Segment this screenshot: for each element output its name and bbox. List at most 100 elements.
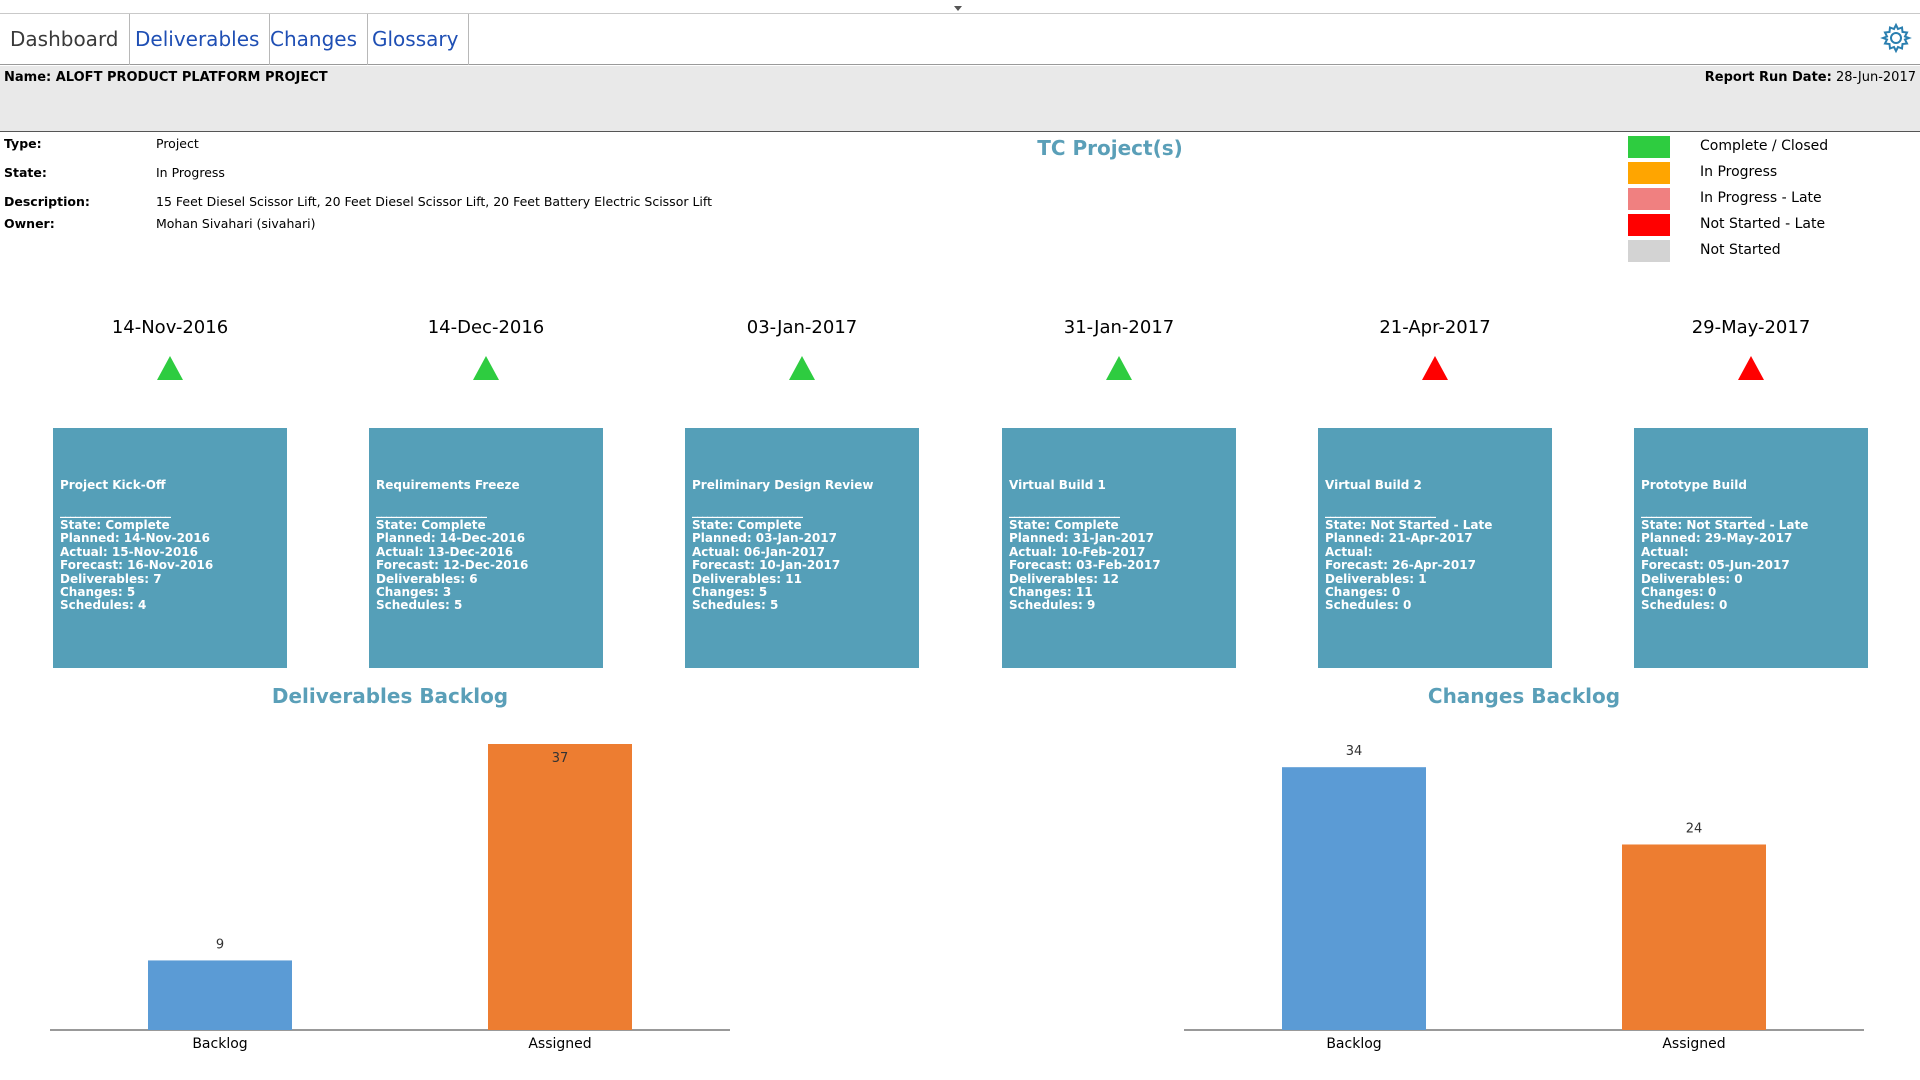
milestone-detail-line: Changes: 11: [1009, 585, 1093, 600]
legend-label: In Progress - Late: [1700, 190, 1822, 206]
type-label: Type:: [4, 136, 42, 151]
milestone-separator: ______________________: [1325, 504, 1436, 518]
on-time-triangle-icon: [1106, 356, 1132, 380]
milestone-separator: ______________________: [1009, 504, 1120, 518]
milestone-detail-line: Changes: 3: [376, 585, 452, 600]
milestone-name: Requirements Freeze: [376, 478, 520, 492]
milestone-details: State: Not Started - Late Planned: 21-Apr…: [1325, 518, 1493, 613]
tab-changes[interactable]: Changes: [260, 14, 368, 65]
milestone-detail-line: Actual:: [1325, 544, 1373, 559]
milestone-detail-line: Planned: 03-Jan-2017: [692, 531, 837, 546]
milestone-date: 14-Dec-2016: [427, 317, 545, 338]
name-label: Name:: [4, 70, 52, 85]
milestone-detail-line: Forecast: 05-Jun-2017: [1641, 558, 1790, 573]
state-value: In Progress: [156, 165, 225, 180]
milestone-detail-line: Deliverables: 11: [692, 571, 802, 586]
milestone-card[interactable]: Prototype Build ______________________ Sta…: [1634, 428, 1868, 668]
milestone-separator: ______________________: [1641, 504, 1752, 518]
x-tick-label: Backlog: [192, 1036, 247, 1052]
milestone-name: Project Kick-Off: [60, 478, 166, 492]
name-value: ALOFT PRODUCT PLATFORM PROJECT: [55, 70, 328, 85]
on-time-triangle-icon: [789, 356, 815, 380]
legend-label: Not Started: [1700, 242, 1781, 258]
description-value: 15 Feet Diesel Scissor Lift, 20 Feet Die…: [156, 194, 712, 209]
milestone-detail-line: State: Complete: [1009, 518, 1119, 532]
state-label: State:: [4, 165, 47, 180]
milestone-detail-line: Changes: 0: [1641, 585, 1717, 600]
milestone-detail-line: Deliverables: 6: [376, 571, 478, 586]
milestone-detail-line: Actual: 10-Feb-2017: [1009, 544, 1146, 559]
owner-label: Owner:: [4, 216, 55, 231]
milestone-detail-line: State: Not Started - Late: [1325, 518, 1493, 532]
milestone-detail-line: Actual:: [1641, 544, 1689, 559]
bar-value-label: 24: [1686, 821, 1703, 836]
tab-dashboard[interactable]: Dashboard: [0, 14, 130, 65]
milestone-detail-line: Changes: 0: [1325, 585, 1401, 600]
legend-label: Complete / Closed: [1700, 138, 1829, 154]
bar-value-label: 34: [1346, 744, 1363, 759]
milestone-detail-line: Schedules: 4: [60, 598, 147, 613]
milestone-detail-line: State: Not Started - Late: [1641, 518, 1809, 532]
milestone-separator: ______________________: [376, 504, 487, 518]
description-label: Description:: [4, 194, 90, 209]
milestone-name: Virtual Build 1: [1009, 478, 1106, 492]
legend-swatch: [1628, 188, 1670, 210]
milestone-detail-line: Planned: 14-Dec-2016: [376, 531, 526, 546]
milestone-card[interactable]: Virtual Build 2 ______________________ Sta…: [1318, 428, 1552, 668]
legend-swatch: [1628, 162, 1670, 184]
milestone-detail-line: Forecast: 03-Feb-2017: [1009, 558, 1161, 573]
chevron-down-icon[interactable]: [954, 6, 962, 11]
milestone-card[interactable]: Project Kick-Off ______________________ St…: [53, 428, 287, 668]
milestone-detail-line: Deliverables: 7: [60, 571, 162, 586]
bar-assigned[interactable]: [488, 744, 632, 1030]
milestone-details: State: Complete Planned: 03-Jan-2017 Actua…: [692, 518, 840, 613]
top-collapse-bar: [0, 0, 1920, 14]
tab-glossary[interactable]: Glossary: [362, 14, 470, 65]
milestone-name: Preliminary Design Review: [692, 478, 874, 492]
milestone-detail-line: Schedules: 0: [1325, 598, 1412, 613]
run-date-value: 28-Jun-2017: [1835, 70, 1916, 85]
milestone-detail-line: Deliverables: 12: [1009, 571, 1119, 586]
milestone-separator: ______________________: [60, 504, 171, 518]
milestone-name: Prototype Build: [1641, 478, 1747, 492]
bar-backlog[interactable]: [148, 960, 292, 1030]
tc-projects-title: TC Project(s): [1037, 136, 1183, 160]
milestone-name: Virtual Build 2: [1325, 478, 1422, 492]
milestone-detail-line: Schedules: 0: [1641, 598, 1728, 613]
bar-assigned[interactable]: [1622, 844, 1766, 1030]
milestone-detail-line: Planned: 31-Jan-2017: [1009, 531, 1154, 546]
on-time-triangle-icon: [473, 356, 499, 380]
bar-backlog[interactable]: [1282, 767, 1426, 1030]
late-triangle-icon: [1738, 356, 1764, 380]
milestone-detail-line: Changes: 5: [692, 585, 768, 600]
x-tick-label: Assigned: [528, 1036, 591, 1052]
milestone-date: 21-Apr-2017: [1379, 317, 1491, 338]
milestone-card[interactable]: Virtual Build 1 ______________________ Sta…: [1002, 428, 1236, 668]
milestone-details: State: Not Started - Late Planned: 29-May…: [1641, 518, 1809, 613]
project-info-bar: Name: ALOFT PRODUCT PLATFORM PROJECT Rep…: [0, 66, 1920, 132]
legend-swatch: [1628, 240, 1670, 262]
milestone-detail-line: Forecast: 26-Apr-2017: [1325, 558, 1476, 573]
tab-deliverables[interactable]: Deliverables: [125, 14, 271, 65]
milestone-detail-line: Schedules: 9: [1009, 598, 1096, 613]
milestone-detail-line: Schedules: 5: [376, 598, 463, 613]
milestone-card[interactable]: Requirements Freeze _____________________…: [369, 428, 603, 668]
milestone-detail-line: Planned: 21-Apr-2017: [1325, 531, 1473, 546]
milestone-date: 29-May-2017: [1691, 317, 1811, 338]
milestone-card[interactable]: Preliminary Design Review _______________…: [685, 428, 919, 668]
legend-swatch: [1628, 136, 1670, 158]
changes-backlog-chart: 34 Backlog 24 Assigned: [1184, 744, 1864, 1052]
gear-icon[interactable]: [1880, 22, 1912, 54]
bar-value-label: 37: [552, 751, 569, 766]
milestone-detail-line: Deliverables: 0: [1641, 571, 1743, 586]
milestone-detail-line: Forecast: 12-Dec-2016: [376, 558, 529, 573]
legend-swatch: [1628, 214, 1670, 236]
milestone-separator: ______________________: [692, 504, 803, 518]
late-triangle-icon: [1422, 356, 1448, 380]
milestone-detail-line: Schedules: 5: [692, 598, 779, 613]
changes-backlog-title: Changes Backlog: [1427, 684, 1621, 708]
milestone-detail-line: Changes: 5: [60, 585, 136, 600]
milestone-detail-line: State: Complete: [60, 518, 170, 532]
milestone-date: 31-Jan-2017: [1063, 317, 1175, 338]
x-tick-label: Backlog: [1326, 1036, 1381, 1052]
